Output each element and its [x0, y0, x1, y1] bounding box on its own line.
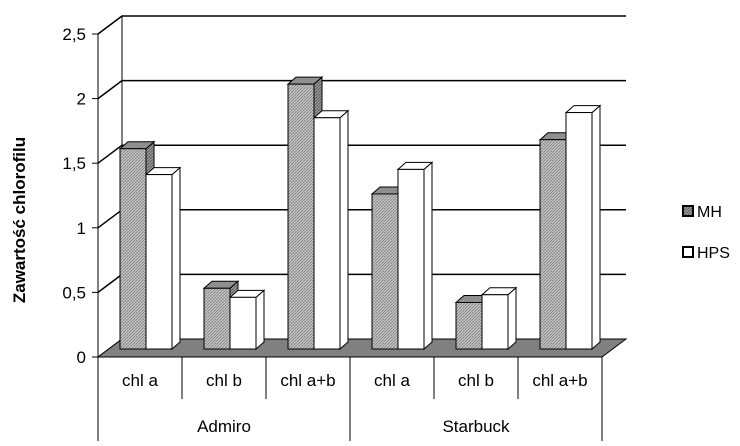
y-tick-label: 0,5	[62, 283, 86, 302]
bar-hps	[564, 104, 602, 351]
bar-hps	[480, 286, 518, 351]
x-tick-label: chl b	[206, 371, 242, 390]
side-wall	[97, 15, 123, 358]
legend-swatch	[682, 246, 694, 258]
y-axis-title: Zawartość chlorofilu	[10, 137, 29, 303]
bars	[118, 76, 602, 351]
x-group-label: Admiro	[197, 417, 251, 436]
y-tick-label: 0	[77, 348, 86, 367]
y-tick-label: 2,5	[62, 25, 86, 44]
x-tick-label: chl a+b	[280, 371, 335, 390]
plot-walls	[97, 15, 123, 358]
legend-item-mh: MH	[682, 204, 722, 221]
legend-label: MH	[697, 204, 722, 221]
legend-swatch	[682, 205, 694, 217]
legend: MH HPS	[682, 204, 730, 262]
legend-label: HPS	[697, 245, 730, 262]
legend-item-hps: HPS	[682, 245, 730, 262]
gridline-side	[97, 209, 123, 229]
bar-hps	[144, 166, 182, 351]
bar-hps	[228, 289, 266, 351]
y-tick-label: 2	[77, 90, 86, 109]
gridline-side	[97, 15, 123, 35]
bar-hps	[312, 109, 350, 351]
gridline-side	[97, 144, 123, 164]
x-tick-label: chl a+b	[532, 371, 587, 390]
x-tick-label: chl a	[122, 371, 158, 390]
gridline-side	[97, 273, 123, 293]
gridline-side	[97, 79, 123, 100]
x-axis: chl a chl b chl a+b chl a chl b chl a+b Admiro…	[97, 356, 603, 441]
bar-hps	[396, 161, 434, 351]
x-tick-label: chl a	[374, 371, 410, 390]
y-tick-label: 1,5	[62, 154, 86, 173]
y-tick-label: 1	[77, 219, 86, 238]
x-group-label: Starbuck	[442, 417, 510, 436]
y-axis: 0 0,5 1 1,5 2 2,5	[62, 25, 99, 367]
x-tick-label: chl b	[458, 371, 494, 390]
